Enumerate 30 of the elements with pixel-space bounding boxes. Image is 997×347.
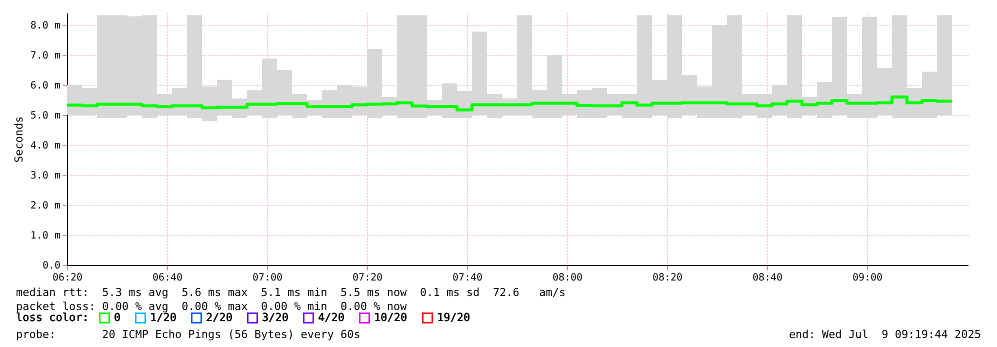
- legend-label: 4/20: [318, 310, 344, 324]
- text: packet loss: 0.00 % avg 0.00 % max 0.00 % min 0.00 % now: [16, 300, 408, 313]
- legend-label: 2/20: [206, 310, 232, 324]
- y-tick-label: 4.0 m: [30, 140, 60, 152]
- legend-label: 3/20: [262, 310, 288, 324]
- text: median rtt: 5.3 ms avg 5.6 ms max 5.1 ms min 5.5 ms now 0.1 ms sd 72.6 am/s: [16, 286, 566, 299]
- y-tick-label: 0.0: [42, 260, 60, 272]
- text: probe: 20 ICMP Echo Pings (56 Bytes) every 60s: [16, 328, 360, 341]
- y-tick-label: 3.0 m: [30, 170, 60, 182]
- legend-label: 10/20: [374, 310, 408, 324]
- y-tick-label: 8.0 m: [30, 20, 60, 32]
- legend-title: loss color:: [16, 311, 89, 324]
- y-tick-label: 2.0 m: [30, 200, 60, 212]
- legend-label: 19/20: [437, 310, 470, 324]
- legend-label: 0: [114, 310, 121, 324]
- x-tick-label: 06:40: [152, 272, 183, 284]
- x-tick-label: 06:20: [52, 272, 83, 284]
- text: end: Wed Jul 9 09:19:44 2025: [788, 328, 981, 341]
- y-tick-label: 6.0 m: [30, 80, 60, 92]
- x-tick-label: 07:40: [452, 272, 483, 284]
- x-tick-label: 08:00: [552, 272, 583, 284]
- x-tick-label: 07:00: [252, 272, 283, 284]
- y-axis-title: Seconds: [12, 116, 26, 163]
- x-tick-label: 08:40: [752, 272, 783, 284]
- x-tick-label: 09:00: [852, 272, 883, 284]
- y-tick-label: 5.0 m: [30, 110, 60, 122]
- y-tick-label: 1.0 m: [30, 230, 60, 242]
- x-tick-label: 08:20: [652, 272, 683, 284]
- y-tick-label: 7.0 m: [30, 50, 60, 62]
- x-tick-label: 07:20: [352, 272, 383, 284]
